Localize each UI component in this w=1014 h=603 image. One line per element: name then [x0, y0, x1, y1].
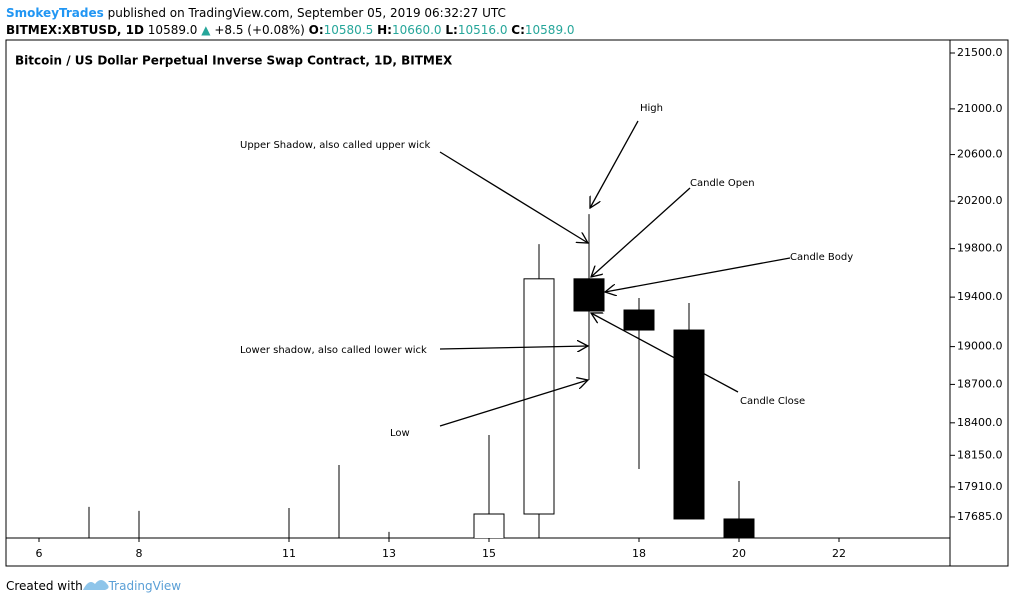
y-tick-label: 20600.0: [957, 148, 1003, 161]
ohlc-label: C:: [511, 23, 525, 37]
brand-logo: [83, 580, 109, 590]
annotation: Candle Body: [790, 252, 853, 263]
x-tick-label: 15: [482, 547, 496, 560]
x-tick-label: 18: [632, 547, 646, 560]
x-tick-label: 22: [832, 547, 846, 560]
x-tick-label: 6: [36, 547, 43, 560]
annotation: Candle Close: [740, 396, 805, 407]
arrow: [591, 187, 691, 277]
x-tick-label: 20: [732, 547, 746, 560]
y-tick-label: 17685.0: [957, 510, 1003, 523]
ohlc-label: L:: [445, 23, 457, 37]
y-tick-label: 19800.0: [957, 242, 1003, 255]
footer-brand[interactable]: TradingView: [108, 579, 182, 593]
chart-title: Bitcoin / US Dollar Perpetual Inverse Sw…: [15, 54, 453, 68]
candle-body: [623, 309, 655, 331]
candle-body: [473, 513, 505, 538]
plot-area: [88, 214, 755, 538]
annotation: High: [640, 103, 663, 114]
candle-body: [673, 329, 705, 520]
symbol: BITMEX:XBTUSD, 1D: [6, 23, 144, 37]
symbol-line: BITMEX:XBTUSD, 1D 10589.0 ▲ +8.5 (+0.08%…: [6, 23, 575, 37]
last-price: 10589.0: [148, 23, 198, 37]
annotation: Lower shadow, also called lower wick: [240, 345, 427, 356]
y-tick-label: 21500.0: [957, 46, 1003, 59]
y-tick-label: 18150.0: [957, 448, 1003, 461]
arrow: [591, 313, 739, 393]
annotation: Candle Open: [690, 178, 755, 189]
y-tick-label: 18700.0: [957, 377, 1003, 390]
up-triangle: ▲: [201, 23, 211, 37]
y-tick-label: 21000.0: [957, 102, 1003, 115]
annotations: High Upper Shadow, also called upper wic…: [240, 103, 853, 439]
x-tick-label: 11: [282, 547, 296, 560]
arrow: [590, 120, 639, 208]
x-tick-label: 13: [382, 547, 396, 560]
y-tick-label: 20200.0: [957, 194, 1003, 207]
ohlc-value: 10580.5: [324, 23, 374, 37]
annotation: Upper Shadow, also called upper wick: [240, 140, 430, 151]
ohlc-label: O:: [309, 23, 324, 37]
footer-prefix: Created with: [6, 579, 83, 593]
author[interactable]: SmokeyTrades: [6, 6, 104, 20]
ohlc-value: 10516.0: [458, 23, 508, 37]
ohlc-value: 10589.0: [525, 23, 575, 37]
y-tick-label: 19400.0: [957, 290, 1003, 303]
footer: Created with TradingView: [6, 579, 181, 593]
y-tick-label: 17910.0: [957, 480, 1003, 493]
candle-body: [523, 278, 555, 515]
annotation: Low: [390, 428, 410, 439]
change: +8.5 (+0.08%): [214, 23, 305, 37]
x-tick-label: 8: [136, 547, 143, 560]
candle-body: [573, 278, 605, 312]
chart-frame: [5, 39, 1009, 567]
published: published on TradingView.com, September …: [108, 6, 506, 20]
arrow: [439, 346, 588, 349]
arrow: [439, 380, 588, 427]
candle-body: [723, 518, 755, 538]
header-line: SmokeyTrades published on TradingView.co…: [6, 6, 506, 20]
ohlc-value: 10660.0: [392, 23, 442, 37]
arrow: [605, 257, 791, 292]
y-tick-label: 18400.0: [957, 416, 1003, 429]
y-tick-label: 19000.0: [957, 340, 1003, 353]
arrow: [439, 151, 588, 243]
ohlc-label: H:: [377, 23, 392, 37]
